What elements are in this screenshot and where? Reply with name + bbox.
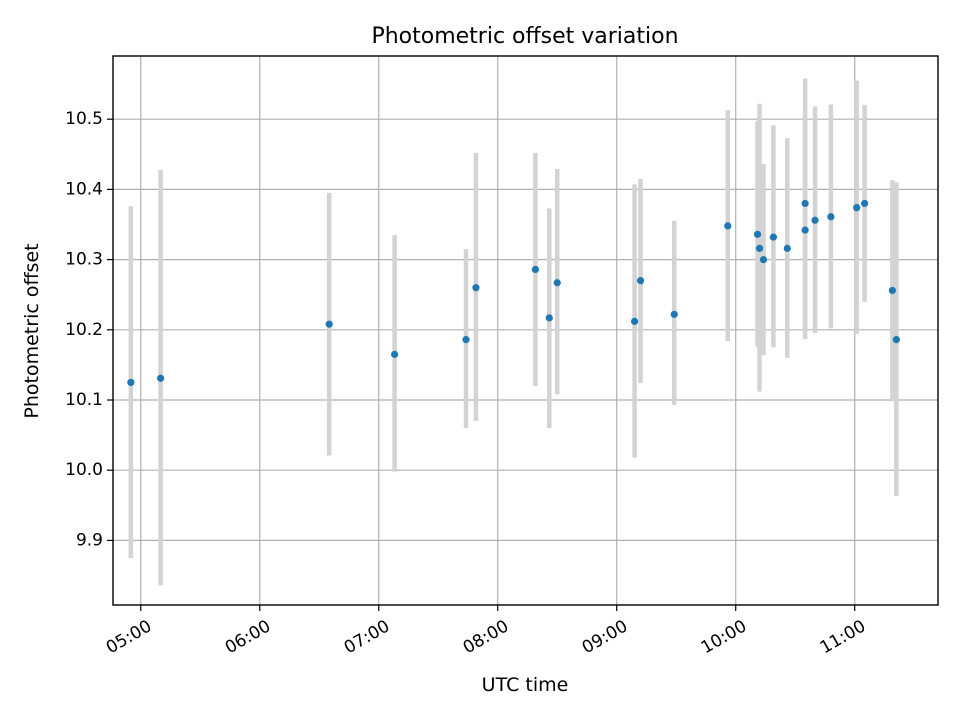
data-point — [630, 317, 639, 325]
data-point — [801, 199, 809, 208]
data-point — [888, 286, 896, 295]
data-point — [853, 204, 861, 212]
y-axis-ticks: 9.9 10.0 10.1 10.2 10.3 10.4 10.5 — [65, 109, 113, 550]
data-point — [462, 336, 470, 344]
data-point — [769, 233, 777, 241]
data-point — [892, 336, 900, 344]
y-tick-label: 10.0 — [65, 460, 103, 480]
data-point — [636, 277, 645, 285]
chart-title: Photometric offset variation — [371, 24, 678, 49]
y-tick-label: 10.1 — [65, 390, 103, 410]
y-tick-label: 9.9 — [76, 530, 103, 550]
data-point — [127, 378, 135, 387]
data-point — [827, 213, 835, 221]
y-tick-label: 10.2 — [65, 320, 103, 340]
y-tick-label: 10.4 — [65, 179, 103, 199]
data-point — [861, 199, 869, 208]
data-point — [724, 222, 732, 230]
y-tick-label: 10.5 — [65, 109, 103, 129]
data-point — [783, 244, 791, 252]
data-point — [325, 320, 333, 328]
data-point — [801, 226, 809, 234]
data-point — [753, 230, 762, 238]
grid-lines — [113, 56, 938, 605]
data-point — [391, 350, 399, 358]
data-point — [531, 265, 540, 274]
data-points — [127, 199, 900, 387]
y-axis-label: Photometric offset — [21, 243, 43, 418]
data-point — [553, 279, 561, 287]
data-point — [811, 216, 819, 224]
data-point — [545, 314, 553, 322]
x-axis-label: UTC time — [482, 674, 569, 696]
data-point — [670, 310, 678, 318]
plot-frame — [112, 55, 939, 606]
data-point — [755, 244, 764, 252]
data-point — [156, 374, 165, 382]
data-point — [472, 284, 480, 292]
data-point — [759, 255, 768, 264]
y-tick-label: 10.3 — [65, 250, 103, 270]
